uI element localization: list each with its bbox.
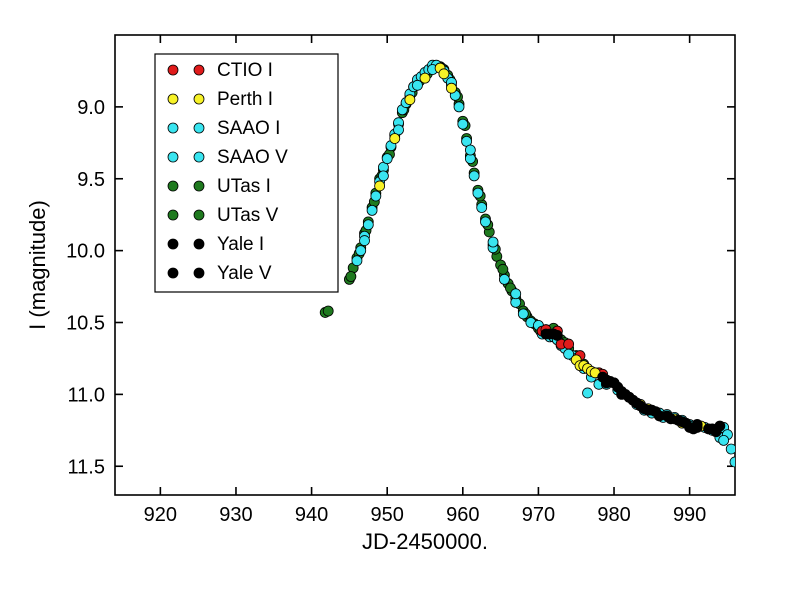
data-point [375,181,385,191]
data-point [378,171,388,181]
data-point [707,424,717,434]
data-point [601,378,611,388]
data-point [454,102,464,112]
data-point [719,435,729,445]
light-curve-scatter: 920 930 940 950 960 970 980 990 9.0 9.5 10.0 10.5 11… [0,0,800,600]
legend-label: Perth I [217,89,273,110]
x-axis-label: JD-2450000. [362,529,488,554]
legend-marker-icon [194,152,204,162]
data-point [352,256,362,266]
legend-marker-icon [194,94,204,104]
x-tick-label: 920 [144,504,177,526]
x-tick-label: 940 [295,504,328,526]
data-point [439,69,449,79]
data-point [356,246,366,256]
legend-marker-icon [168,94,178,104]
data-point [477,203,487,213]
data-point [367,205,377,215]
y-tick-label: 9.0 [77,97,105,119]
x-tick-label: 960 [446,504,479,526]
legend-label: CTIO I [217,60,273,81]
y-tick-label: 11.5 [68,456,105,478]
data-point [346,272,356,282]
legend-label: UTas V [217,205,279,226]
legend-marker-icon [168,268,178,278]
data-point [662,411,672,421]
legend-marker-icon [194,239,204,249]
data-point [458,119,468,129]
data-point [363,220,373,230]
y-tick-label: 11.0 [68,384,105,406]
legend-marker-icon [168,210,178,220]
x-tick-label: 990 [673,504,706,526]
data-point [480,217,490,227]
y-tick-label: 10.0 [66,241,105,263]
legend: CTIO I Perth I SAAO I SAAO V UTas I UTas V Yal… [155,54,338,292]
data-point [726,444,736,454]
data-point [446,83,456,93]
legend-label: SAAO I [217,118,280,139]
data-point [647,405,657,415]
data-point [469,171,479,181]
x-tick-label: 980 [597,504,630,526]
legend-label: SAAO V [217,147,288,168]
y-tick-label: 9.5 [77,169,105,191]
data-point [390,134,400,144]
data-point [323,306,333,316]
legend-label: Yale V [217,263,272,284]
x-tick-label: 950 [371,504,404,526]
legend-marker-icon [168,239,178,249]
data-point [499,274,509,284]
data-point [552,330,562,340]
legend-label: UTas I [217,176,271,197]
chart-container: 920 930 940 950 960 970 980 990 9.0 9.5 10.0 10.5 11… [0,0,800,600]
legend-marker-icon [194,268,204,278]
legend-marker-icon [194,123,204,133]
data-point [511,289,521,299]
legend-marker-icon [194,65,204,75]
data-point [465,145,475,155]
legend-marker-icon [194,181,204,191]
legend-marker-icon [168,65,178,75]
data-point [473,188,483,198]
data-point [420,73,430,83]
data-point [360,236,370,246]
y-axis-label: I (magnitude) [25,200,50,330]
data-point [412,80,422,90]
legend-marker-icon [168,181,178,191]
data-point [488,237,498,247]
data-point [677,417,687,427]
x-tick-label: 930 [219,504,252,526]
data-point [632,398,642,408]
legend-label: Yale I [217,234,264,255]
y-tick-label: 10.5 [66,313,105,335]
x-tick-label: 970 [522,504,555,526]
data-point [518,309,528,319]
legend-marker-icon [168,123,178,133]
legend-marker-icon [168,152,178,162]
data-point [405,95,415,105]
data-point [692,420,702,430]
data-point [371,191,381,201]
data-point [617,389,627,399]
data-point [583,388,593,398]
legend-marker-icon [194,210,204,220]
data-point [498,264,508,274]
data-point [382,154,392,164]
data-point [564,339,574,349]
